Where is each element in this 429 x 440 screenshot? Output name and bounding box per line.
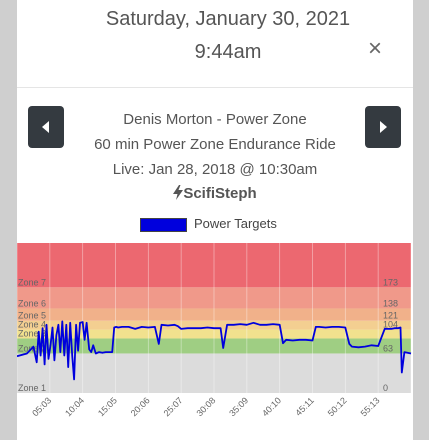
- legend-label: Power Targets: [194, 216, 277, 231]
- ride-instructor: Denis Morton - Power Zone: [123, 111, 307, 128]
- x-tick-label: 30:08: [194, 395, 217, 418]
- class-schedule-card: Saturday, January 30, 2021 9:44am × Deni…: [17, 0, 413, 440]
- zone-label: Zone 1: [18, 383, 46, 393]
- x-tick-label: 15:05: [96, 395, 119, 418]
- ride-live-date: Live: Jan 28, 2018 @ 10:30am: [112, 161, 318, 178]
- zone-band-5: [17, 308, 411, 321]
- legend-swatch: [140, 218, 187, 232]
- previous-ride-button[interactable]: [28, 106, 64, 148]
- x-tick-label: 10:04: [63, 395, 86, 418]
- right-tick-label: 173: [383, 277, 398, 287]
- x-tick-label: 20:06: [129, 395, 152, 418]
- zone-band-6: [17, 287, 411, 309]
- zone-label: Zone 6: [18, 298, 46, 308]
- chevron-right-icon: [380, 121, 387, 133]
- right-tick-label: 138: [383, 298, 398, 308]
- close-icon[interactable]: ×: [367, 35, 382, 62]
- right-tick-label: 63: [383, 343, 393, 353]
- x-tick-label: 25:07: [162, 395, 185, 418]
- right-tick-label: 121: [383, 311, 398, 321]
- lightning-bolt-icon: [173, 185, 184, 200]
- next-ride-button[interactable]: [365, 106, 401, 148]
- zone-band-2: [17, 338, 411, 354]
- zone-band-7: [17, 243, 411, 288]
- x-tick-label: 55:13: [359, 395, 382, 418]
- schedule-date: Saturday, January 30, 2021: [105, 8, 351, 30]
- divider: [17, 87, 413, 88]
- x-tick-label: 40:10: [260, 395, 283, 418]
- chevron-left-icon: [42, 121, 49, 133]
- zone-band-1: [17, 353, 411, 393]
- schedule-time: 9:44am: [194, 41, 262, 63]
- zone-band-3: [17, 329, 411, 339]
- zone-label: Zone 7: [18, 277, 46, 287]
- ride-handle: ScifiSteph: [183, 185, 257, 202]
- right-tick-label: 104: [383, 320, 398, 330]
- zone-label: Zone 5: [18, 311, 46, 321]
- zone-band-4: [17, 320, 411, 330]
- x-tick-label: 45:11: [293, 395, 316, 418]
- ride-title: 60 min Power Zone Endurance Ride: [94, 136, 336, 153]
- power-target-line: [17, 320, 412, 381]
- zone-label: Zone 4: [18, 320, 46, 330]
- zone-label: Zone 3: [18, 328, 46, 338]
- x-tick-label: 35:09: [227, 395, 250, 418]
- right-tick-label: 0: [383, 383, 388, 393]
- x-tick-label: 05:03: [30, 395, 53, 418]
- ride-handle-link[interactable]: ScifiSteph: [17, 185, 413, 202]
- x-tick-label: 50:12: [326, 395, 349, 418]
